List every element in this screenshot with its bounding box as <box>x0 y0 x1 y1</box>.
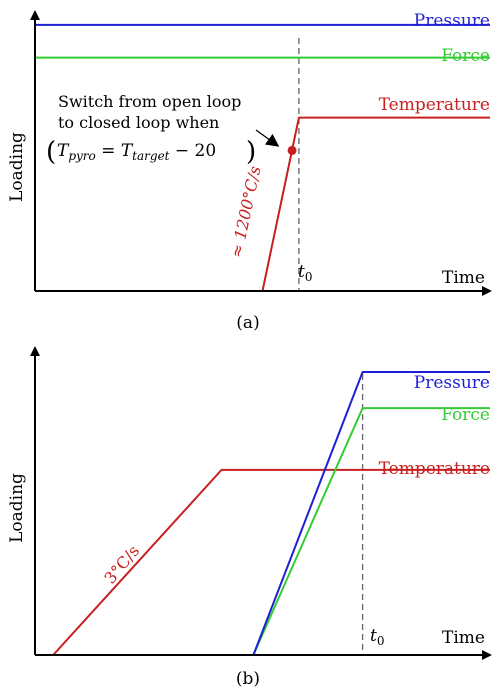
chart-a-series-label-force: Force <box>441 46 490 66</box>
chart-a-rate-label: ≈ 1200°C/s <box>227 164 265 259</box>
chart-b-series-label-temperature: Temperature <box>379 459 490 479</box>
chart-a-switch-point <box>287 145 297 155</box>
chart-a-switch-text-line2: to closed loop when <box>58 113 219 132</box>
chart-a-switch-text-line1: Switch from open loop <box>58 92 241 111</box>
chart-a-t0-label: t0 <box>298 262 312 284</box>
chart-b-series-label-force: Force <box>441 405 490 425</box>
formula-open-paren: ( <box>46 137 56 167</box>
chart-a-xlabel: Time <box>442 268 485 288</box>
chart-panel-b: Loading Time Pressure Force Temperature … <box>7 346 492 689</box>
formula-close-paren: ) <box>246 137 256 167</box>
chart-b-xlabel: Time <box>442 628 485 648</box>
chart-b-series-line-temperature <box>35 468 490 656</box>
chart-b-marks <box>35 371 490 656</box>
chart-a-y-axis-arrow <box>30 10 40 20</box>
chart-b-series-line-force <box>35 407 490 656</box>
chart-a-switch-formula: ( Tpyro = Ttarget − 20 ) <box>46 137 256 167</box>
chart-b-ylabel: Loading <box>7 473 27 543</box>
chart-a-x-axis-arrow <box>482 286 492 296</box>
chart-b-x-axis-arrow <box>482 650 492 660</box>
chart-b-series-line-pressure <box>35 371 490 656</box>
formula-text: Tpyro = Ttarget − 20 <box>57 141 216 163</box>
chart-b-panel-label: (b) <box>236 669 260 689</box>
chart-b-series-label-pressure: Pressure <box>414 373 490 393</box>
chart-a-series-label-pressure: Pressure <box>414 11 490 31</box>
chart-b-t0-label: t0 <box>370 626 384 648</box>
chart-a-series-label-temperature: Temperature <box>379 95 490 115</box>
chart-a-ylabel: Loading <box>7 132 27 202</box>
chart-panel-a: Loading Time Pressure Force Temperature … <box>7 10 492 333</box>
chart-b-y-axis-arrow <box>30 346 40 356</box>
chart-a-panel-label: (a) <box>236 313 259 333</box>
chart-a-switch-arrow <box>255 129 280 147</box>
